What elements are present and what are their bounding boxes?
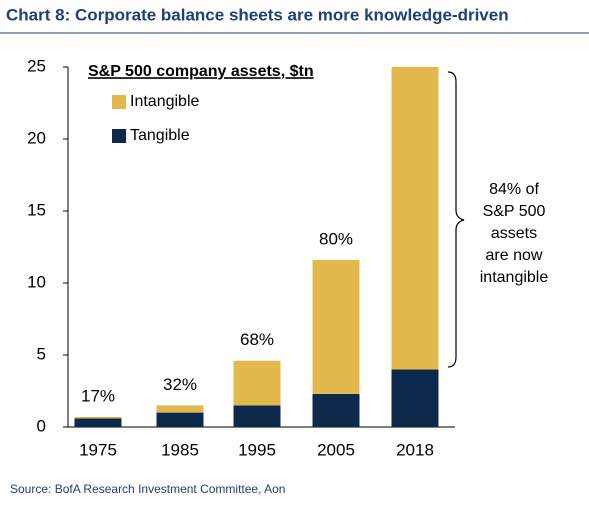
bar-label: 17%: [81, 386, 115, 405]
annotation: intangible: [480, 269, 549, 286]
x-tick-label: 1975: [79, 440, 117, 459]
bar-segment: [156, 405, 204, 413]
bar-segment: [74, 418, 122, 427]
legend-title: S&P 500 company assets, $tn: [88, 63, 314, 80]
annotation: S&P 500: [483, 203, 546, 220]
bar-segment: [74, 416, 122, 419]
y-tick-label: 10: [27, 272, 46, 291]
x-tick-label: 2018: [396, 440, 434, 459]
annotation: assets: [491, 225, 537, 242]
y-tick-label: 15: [27, 200, 46, 219]
bar-segment: [233, 360, 281, 406]
x-tick-label: 1985: [161, 440, 199, 459]
bar-segment: [233, 405, 281, 427]
legend-swatch: [112, 129, 126, 143]
bar-label: 68%: [240, 330, 274, 349]
x-tick-label: 1995: [238, 440, 276, 459]
chart-title: Chart 8: Corporate balance sheets are mo…: [6, 5, 509, 24]
y-tick-label: 25: [27, 56, 46, 75]
bar-label: 32%: [163, 375, 197, 394]
bar-label: 80%: [319, 229, 353, 248]
x-tick-label: 2005: [317, 440, 355, 459]
legend-label: Intangible: [130, 93, 199, 110]
source: Source: BofA Research Investment Committ…: [10, 482, 285, 496]
legend-swatch: [112, 95, 126, 109]
bar-segment: [312, 393, 360, 427]
bar-segment: [156, 412, 204, 427]
annotation: 84% of: [489, 181, 539, 198]
bar-segment: [312, 259, 360, 394]
annotation: are now: [486, 247, 543, 264]
bar-segment: [391, 67, 439, 370]
bar-segment: [391, 369, 439, 427]
y-tick-label: 20: [27, 128, 46, 147]
legend-label: Tangible: [130, 127, 190, 144]
y-tick-label: 0: [37, 416, 46, 435]
y-tick-label: 5: [37, 344, 46, 363]
brace: [447, 71, 465, 368]
